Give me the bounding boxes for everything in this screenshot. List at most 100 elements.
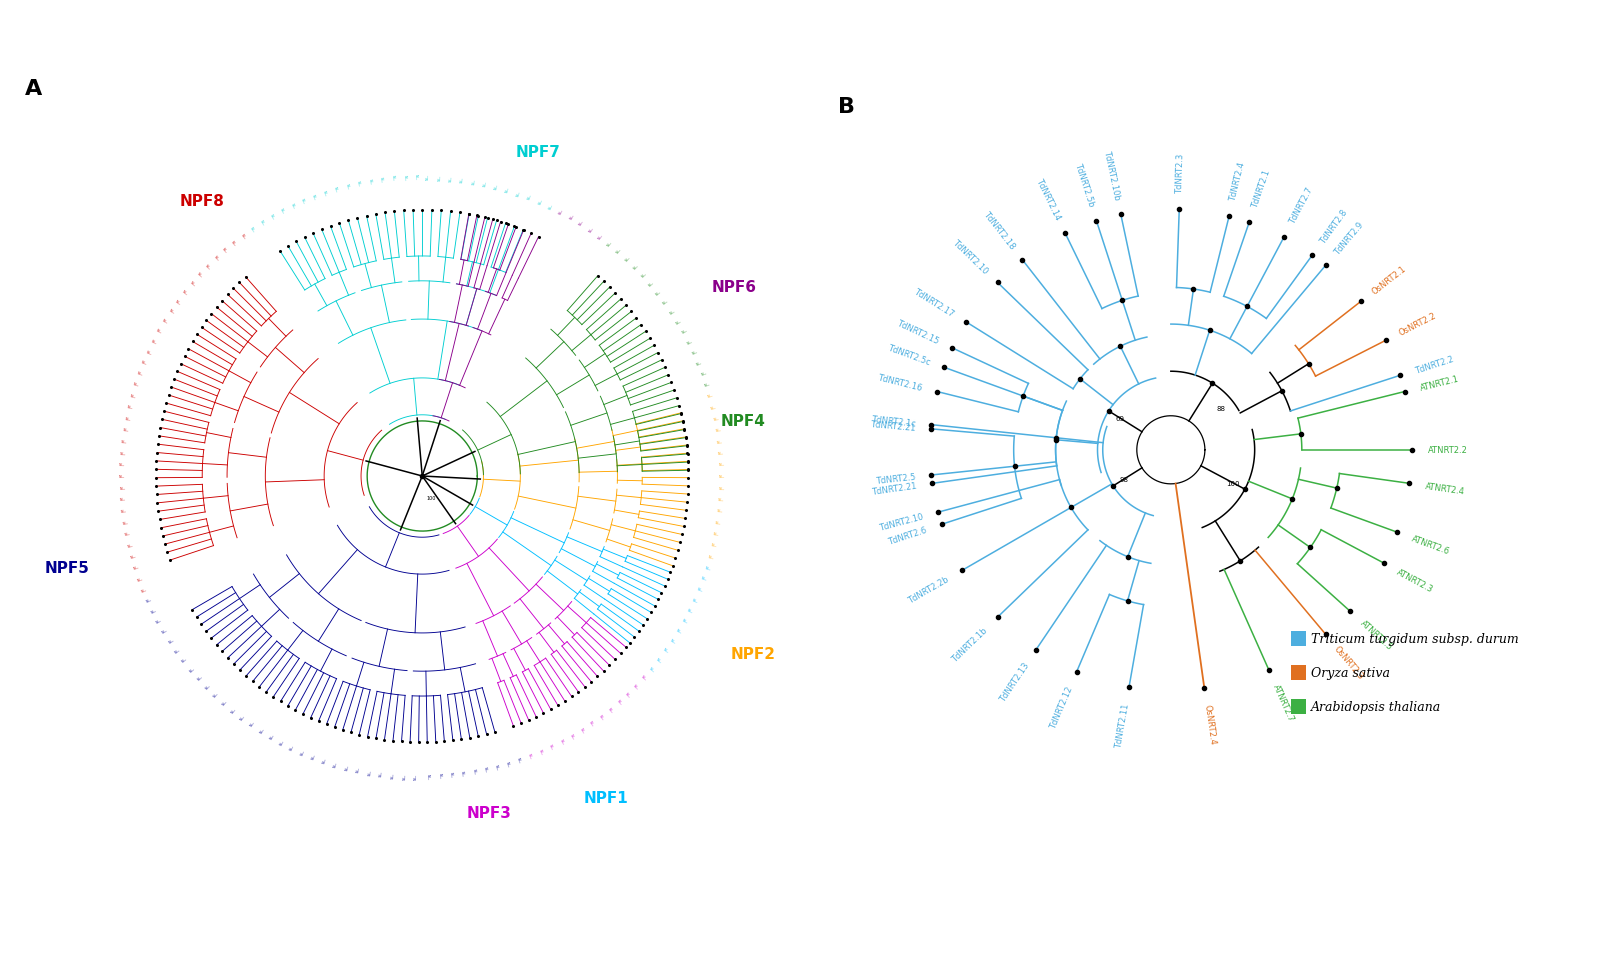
Text: TdNRT2.4: TdNRT2.4 (1229, 162, 1246, 203)
Text: Td—: Td— (537, 197, 544, 205)
Text: 100: 100 (427, 496, 437, 500)
Text: Td—: Td— (704, 382, 711, 388)
Text: Td—: Td— (230, 239, 237, 247)
Text: NPF8: NPF8 (180, 193, 224, 209)
Text: ATNRT2.2: ATNRT2.2 (1427, 446, 1467, 455)
Text: TdNRT2.17: TdNRT2.17 (912, 287, 954, 318)
Text: Td—: Td— (248, 226, 256, 233)
Text: Td—: Td— (549, 743, 555, 750)
Text: TdNRT2.2: TdNRT2.2 (1412, 355, 1454, 375)
Text: Td—: Td— (691, 598, 698, 603)
Text: TdNRT2.14: TdNRT2.14 (1034, 177, 1061, 222)
Text: Td—: Td— (493, 183, 500, 190)
Text: NPF1: NPF1 (583, 790, 628, 805)
Text: Td—: Td— (289, 743, 295, 750)
Text: Td—: Td— (714, 428, 722, 433)
Text: Td—: Td— (380, 770, 383, 777)
Text: Td—: Td— (344, 183, 351, 190)
Text: ATNRT2.3: ATNRT2.3 (1394, 567, 1435, 594)
Text: NPF2: NPF2 (730, 646, 774, 661)
Text: Td—: Td— (482, 766, 489, 773)
Text: Td—: Td— (279, 738, 286, 745)
Text: Td—: Td— (537, 748, 544, 756)
Text: Td—: Td— (167, 638, 175, 644)
Bar (1290, 700, 1305, 714)
Text: Td—: Td— (425, 773, 430, 780)
Text: Td—: Td— (675, 318, 682, 325)
Text: Td—: Td— (221, 247, 229, 254)
Text: ATNRT2.6: ATNRT2.6 (1410, 534, 1451, 556)
Text: TdNRT2.6: TdNRT2.6 (886, 525, 927, 546)
Text: Td—: Td— (708, 554, 714, 559)
Text: Td—: Td— (717, 497, 724, 502)
Text: Td—: Td— (122, 520, 130, 525)
Text: Td—: Td— (648, 280, 656, 288)
Text: ATNRT2.7: ATNRT2.7 (1271, 682, 1295, 723)
Text: Td—: Td— (367, 178, 372, 185)
Text: Td—: Td— (391, 771, 396, 778)
Text: Td—: Td— (578, 219, 586, 227)
Text: Td—: Td— (648, 665, 656, 673)
Text: Td—: Td— (641, 272, 648, 278)
Text: Td—: Td— (493, 763, 500, 770)
Text: TdNRT2.18: TdNRT2.18 (980, 210, 1016, 251)
Text: Td—: Td— (505, 760, 511, 767)
Text: Td—: Td— (188, 280, 196, 288)
Text: Td—: Td— (240, 233, 247, 240)
Text: Td—: Td— (558, 208, 565, 215)
Text: Td—: Td— (162, 628, 169, 635)
Text: TdNRT2.5b: TdNRT2.5b (1073, 162, 1096, 208)
Text: Td—: Td— (213, 255, 219, 262)
Text: Td—: Td— (607, 239, 613, 247)
Text: TdNRT2.1c: TdNRT2.1c (870, 415, 915, 428)
Text: Td—: Td— (196, 272, 203, 278)
Text: TdNRT2.10b: TdNRT2.10b (1102, 149, 1121, 200)
Text: Td—: Td— (403, 174, 407, 181)
Text: Td—: Td— (182, 290, 188, 296)
Text: 88: 88 (1216, 405, 1225, 412)
Text: Td—: Td— (680, 329, 688, 335)
Text: Td—: Td— (118, 475, 125, 478)
Bar (1290, 632, 1305, 646)
Text: Td—: Td— (472, 178, 477, 185)
Text: Td—: Td— (321, 757, 328, 763)
Text: Td—: Td— (516, 190, 523, 196)
Text: Td—: Td— (125, 416, 131, 421)
Text: Td—: Td— (597, 713, 604, 720)
Text: Td—: Td— (122, 439, 128, 444)
Text: Td—: Td— (403, 772, 407, 779)
Text: Td—: Td— (355, 766, 362, 773)
Text: Td—: Td— (333, 186, 339, 193)
Text: Td—: Td— (122, 428, 130, 433)
Text: Td—: Td— (717, 451, 724, 456)
Text: TdNRT2.3: TdNRT2.3 (1175, 153, 1185, 194)
Text: Td—: Td— (258, 726, 266, 734)
Text: Td—: Td— (704, 565, 711, 571)
Text: Td—: Td— (414, 173, 419, 180)
Text: Td—: Td— (578, 726, 586, 734)
Text: Td—: Td— (568, 213, 575, 221)
Text: Td—: Td— (687, 339, 693, 345)
Text: Td—: Td— (269, 732, 276, 740)
Text: TdNRT2.8: TdNRT2.8 (1318, 208, 1349, 246)
Text: Td—: Td— (367, 768, 372, 775)
Text: Td—: Td— (127, 543, 133, 548)
Text: Td—: Td— (146, 350, 153, 355)
Text: Td—: Td— (696, 360, 703, 366)
Text: Td—: Td— (691, 350, 698, 355)
Text: Td—: Td— (711, 405, 717, 410)
Text: Td—: Td— (118, 486, 125, 490)
Text: Td—: Td— (615, 699, 623, 706)
Text: Td—: Td— (461, 770, 464, 777)
Text: TdNRT2.9: TdNRT2.9 (1331, 220, 1365, 256)
Text: Td—: Td— (662, 647, 670, 654)
Text: OsNRT2.4: OsNRT2.4 (1201, 703, 1216, 745)
Text: B: B (837, 97, 855, 117)
Text: 100: 100 (1225, 480, 1240, 486)
Text: Td—: Td— (130, 554, 136, 559)
Text: Td—: Td— (719, 475, 725, 478)
Text: Td—: Td— (597, 233, 604, 240)
Text: Td—: Td— (120, 497, 127, 502)
Text: Td—: Td— (230, 706, 237, 714)
Text: TdNRT2.11: TdNRT2.11 (1113, 702, 1130, 748)
